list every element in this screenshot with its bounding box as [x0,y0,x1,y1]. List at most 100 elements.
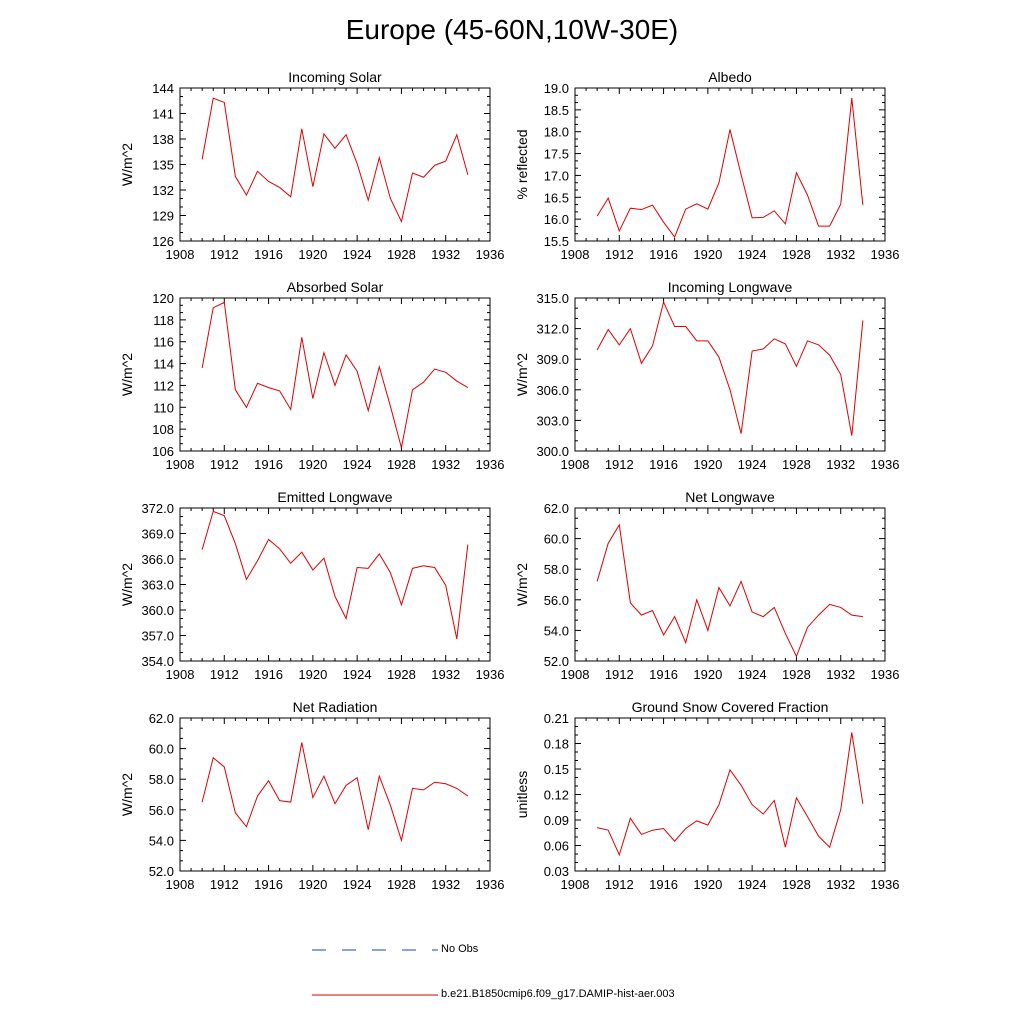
panel-5-xtick-label: 1920 [298,667,327,682]
panel-7-ytick-label: 52.0 [149,864,174,879]
panel-6-xtick-label: 1932 [826,667,855,682]
panel-2-xtick-label: 1920 [693,247,722,262]
panel-1-title: Incoming Solar [288,69,382,85]
panel-7-frame [179,717,491,872]
panel-6-ytick-label: 62.0 [544,501,569,516]
panel-4-xtick-label: 1924 [738,457,767,472]
panel-2-ytick-label: 16.5 [544,190,569,205]
panel-7-ytick-label: 56.0 [149,803,174,818]
panel-7-xtick-label: 1936 [476,877,505,892]
panel-6-xtick-label: 1928 [782,667,811,682]
panel-1-ytick-label: 126 [152,234,174,249]
panel-4-title: Incoming Longwave [668,279,793,295]
panel-1-ytick-label: 141 [152,107,174,122]
panel-3-xtick-label: 1908 [166,457,195,472]
panel-7-series-line [201,742,469,843]
panel-7-title: Net Radiation [293,699,378,715]
panel-7-xtick-label: 1932 [431,877,460,892]
panel-6-ylabel: W/m^2 [514,563,530,606]
panel-1-xtick-label: 1916 [254,247,283,262]
legend-label-no-obs: No Obs [441,943,479,955]
panel-2-xtick-label: 1928 [782,247,811,262]
panel-8-title: Ground Snow Covered Fraction [632,699,829,715]
panel-4-xtick-label: 1912 [605,457,634,472]
panel-2-title: Albedo [708,69,752,85]
panel-5-ytick-label: 357.0 [141,629,174,644]
panel-3-ylabel: W/m^2 [119,353,135,396]
panel-4-xtick-label: 1928 [782,457,811,472]
panel-1-ytick-label: 132 [152,183,174,198]
panel-4-ytick-label: 309.0 [536,352,569,367]
legend-swatch-no-obs [312,949,438,951]
panel-7-xtick-label: 1928 [387,877,416,892]
panel-7-xtick-label: 1908 [166,877,195,892]
panel-1-xtick-label: 1920 [298,247,327,262]
panel-3-ytick-label: 114 [153,357,174,372]
panel-5-ylabel: W/m^2 [119,563,135,606]
panel-4-ylabel: W/m^2 [514,353,530,396]
panel-4-ytick-label: 303.0 [536,413,569,428]
panel-6-ytick-label: 56.0 [544,593,569,608]
panel-5-xtick-label: 1908 [166,667,195,682]
panel-5-xtick-label: 1932 [431,667,460,682]
panel-1-ytick-label: 135 [152,158,174,173]
panel-2-xtick-label: 1924 [738,247,767,262]
panel-8-ytick-label: 0.06 [544,839,569,854]
panel-4-xtick-label: 1908 [561,457,590,472]
panel-5-series-line [201,510,469,640]
panel-4-ytick-label: 312.0 [536,322,569,337]
panel-8-ytick-label: 0.03 [544,864,569,879]
panel-3-ytick-label: 110 [153,400,174,415]
panel-6-ytick-label: 54.0 [544,623,569,638]
panel-5-xtick-label: 1928 [387,667,416,682]
panel-4-xtick-label: 1932 [826,457,855,472]
panel-1-xtick-label: 1936 [476,247,505,262]
panel-8-xtick-label: 1912 [605,877,634,892]
panel-3-ytick-label: 112 [153,378,174,393]
panel-6-ytick-label: 58.0 [544,562,569,577]
panel-4-xtick-label: 1916 [649,457,678,472]
panel-2-frame [574,87,886,242]
panel-3-xtick-label: 1936 [476,457,505,472]
panel-8-xtick-label: 1928 [782,877,811,892]
panel-3-ytick-label: 120 [152,291,174,306]
panel-3-xtick-label: 1916 [254,457,283,472]
legend-label-model: b.e21.B1850cmip6.f09_g17.DAMIP-hist-aer.… [441,988,675,1000]
panel-3-series-line [201,301,469,448]
panel-5-xtick-label: 1912 [210,667,239,682]
panel-1-ytick-label: 129 [152,209,174,224]
panel-6-ytick-label: 52.0 [544,654,569,669]
panel-8-ytick-label: 0.18 [544,737,569,752]
panel-8-xtick-label: 1916 [649,877,678,892]
panel-7-xtick-label: 1924 [343,877,372,892]
panel-8-ytick-label: 0.09 [544,813,569,828]
panel-6-frame [574,507,886,662]
panel-5-title: Emitted Longwave [277,489,392,505]
panel-2-ytick-label: 16.0 [544,212,569,227]
panel-7-ytick-label: 62.0 [149,711,174,726]
panel-4-xtick-label: 1920 [693,457,722,472]
panel-1-xtick-label: 1928 [387,247,416,262]
panel-2-xtick-label: 1908 [561,247,590,262]
panel-8-xtick-label: 1920 [693,877,722,892]
panel-8-series-line [597,732,864,857]
panel-5-xtick-label: 1936 [476,667,505,682]
panel-8-xtick-label: 1932 [826,877,855,892]
panel-8-xtick-label: 1924 [738,877,767,892]
panel-6-xtick-label: 1924 [738,667,767,682]
panel-2-ytick-label: 17.5 [544,147,569,162]
panel-5-xtick-label: 1924 [343,667,372,682]
panel-7-xtick-label: 1912 [210,877,239,892]
panel-5-ytick-label: 369.0 [141,527,174,542]
panel-5-ytick-label: 354.0 [141,654,174,669]
panel-5-ytick-label: 360.0 [141,603,174,618]
panel-4-frame [574,297,886,452]
panel-3-ytick-label: 118 [153,313,174,328]
panel-3-xtick-label: 1928 [387,457,416,472]
panel-3-ytick-label: 108 [152,422,174,437]
panel-1-xtick-label: 1912 [210,247,239,262]
panel-6-xtick-label: 1936 [871,667,900,682]
panel-3-ytick-label: 106 [152,444,174,459]
panel-6-xtick-label: 1916 [649,667,678,682]
panel-8-ylabel: unitless [514,771,530,818]
